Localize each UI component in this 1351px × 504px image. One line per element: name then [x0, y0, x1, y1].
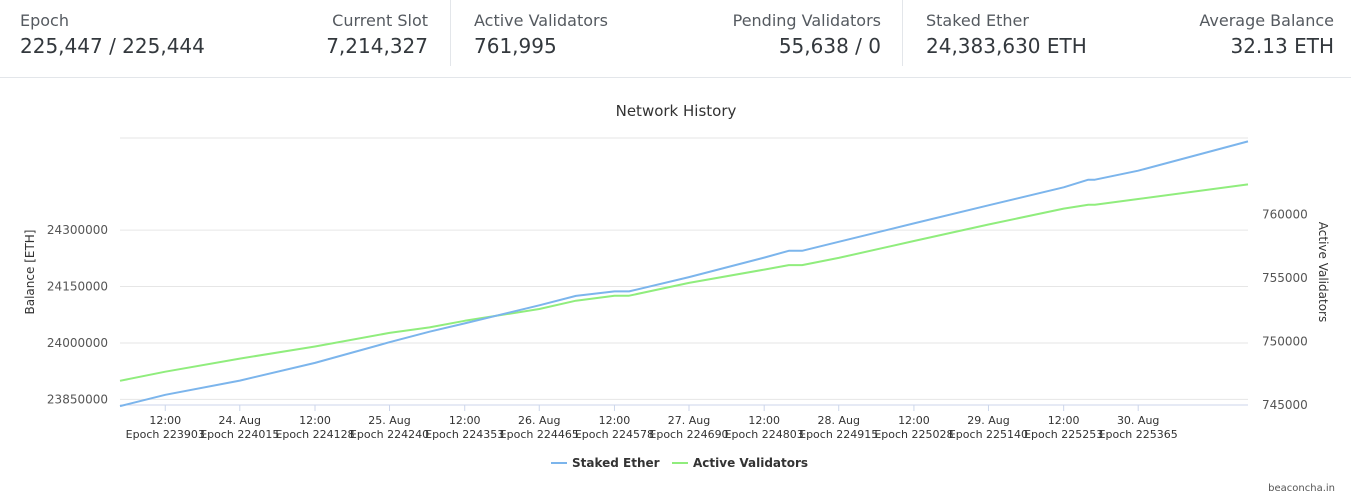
x-tick-label-time: 12:00	[599, 414, 631, 427]
legend-label-active-validators: Active Validators	[693, 456, 808, 470]
epoch-value: 225,447 / 225,444	[20, 34, 205, 58]
chart-title: Network History	[616, 102, 737, 120]
y-right-tick-label: 745000	[1262, 398, 1308, 412]
x-tick-label-epoch: Epoch 223903	[126, 428, 205, 441]
x-tick-label-epoch: Epoch 225253	[1024, 428, 1103, 441]
y-axis-right-title: Active Validators	[1316, 222, 1330, 322]
x-tick-label-time: 29. Aug	[967, 414, 1009, 427]
staked-ether-stat: Staked Ether 24,383,630 ETH	[926, 10, 1087, 59]
y-axis-right: 745000 750000 755000 760000	[1262, 207, 1308, 412]
x-tick-label-time: 12:00	[149, 414, 181, 427]
y-right-tick-label: 750000	[1262, 334, 1308, 348]
y-left-tick-label: 24000000	[47, 336, 108, 350]
x-tick-label-time: 30. Aug	[1117, 414, 1159, 427]
pending-validators-stat: Pending Validators 55,638 / 0	[733, 10, 881, 59]
active-validators-stat: Active Validators 761,995	[474, 10, 608, 59]
epoch-stat: Epoch 225,447 / 225,444	[20, 10, 205, 59]
x-tick-label-time: 12:00	[449, 414, 481, 427]
y-left-tick-label: 24150000	[47, 280, 108, 294]
network-history-chart: Network History 23850000 24000000 24150000…	[23, 102, 1330, 470]
grid-lines	[120, 137, 1248, 400]
x-tick-label-time: 12:00	[748, 414, 780, 427]
y-axis-left-title: Balance [ETH]	[23, 230, 37, 315]
y-axis-left: 23850000 24000000 24150000 24300000	[47, 223, 108, 406]
ether-group: Staked Ether 24,383,630 ETH Average Bala…	[902, 0, 1351, 66]
staked-ether-value: 24,383,630 ETH	[926, 34, 1087, 58]
active-validators-value: 761,995	[474, 34, 557, 58]
legend: Staked Ether Active Validators	[551, 456, 808, 470]
pending-validators-label: Pending Validators	[732, 11, 881, 30]
validators-group: Active Validators 761,995 Pending Valida…	[450, 0, 903, 66]
average-balance-value: 32.13 ETH	[1230, 34, 1334, 58]
x-tick-label-epoch: Epoch 224240	[350, 428, 429, 441]
staked-ether-label: Staked Ether	[926, 11, 1029, 30]
x-tick-label-time: 12:00	[299, 414, 331, 427]
x-tick-label-epoch: Epoch 224915	[799, 428, 878, 441]
active-validators-label: Active Validators	[474, 11, 608, 30]
x-tick-label-time: 25. Aug	[368, 414, 410, 427]
average-balance-label: Average Balance	[1199, 11, 1334, 30]
x-tick-label-epoch: Epoch 224690	[649, 428, 728, 441]
current-slot-value: 7,214,327	[326, 34, 428, 58]
x-tick-label-epoch: Epoch 224465	[500, 428, 579, 441]
epoch-label: Epoch	[20, 11, 69, 30]
y-left-tick-label: 23850000	[47, 392, 108, 406]
network-stats-bar: Epoch 225,447 / 225,444 Current Slot 7,2…	[0, 0, 1351, 78]
x-tick-label-time: 28. Aug	[817, 414, 859, 427]
series-line-staked-ether	[119, 140, 1249, 408]
current-slot-stat: Current Slot 7,214,327	[326, 10, 428, 59]
x-tick-label-epoch: Epoch 225028	[874, 428, 953, 441]
x-tick-label-epoch: Epoch 224015	[200, 428, 279, 441]
x-tick-label-epoch: Epoch 224353	[425, 428, 504, 441]
x-tick-label-epoch: Epoch 225140	[949, 428, 1028, 441]
y-right-tick-label: 755000	[1262, 271, 1308, 285]
average-balance-stat: Average Balance 32.13 ETH	[1199, 10, 1334, 59]
current-slot-label: Current Slot	[332, 11, 428, 30]
x-tick-label-time: 27. Aug	[668, 414, 710, 427]
x-tick-label-time: 26. Aug	[518, 414, 560, 427]
series-line-active-validators	[119, 183, 1249, 382]
x-tick-label-time: 12:00	[898, 414, 930, 427]
series-group	[119, 140, 1249, 408]
y-right-tick-label: 760000	[1262, 207, 1308, 221]
x-tick-label-epoch: Epoch 224128	[275, 428, 354, 441]
x-tick-label-epoch: Epoch 224578	[575, 428, 654, 441]
y-left-tick-label: 24300000	[47, 223, 108, 237]
x-tick-label-time: 24. Aug	[219, 414, 261, 427]
pending-validators-value: 55,638 / 0	[778, 34, 881, 58]
epoch-slot-group: Epoch 225,447 / 225,444 Current Slot 7,2…	[0, 0, 450, 66]
x-tick-label-time: 12:00	[1048, 414, 1080, 427]
x-tick-label-epoch: Epoch 224803	[725, 428, 804, 441]
chart-credit[interactable]: beaconcha.in	[1268, 483, 1335, 494]
legend-label-staked-ether: Staked Ether	[572, 456, 660, 470]
x-tick-label-epoch: Epoch 225365	[1099, 428, 1178, 441]
